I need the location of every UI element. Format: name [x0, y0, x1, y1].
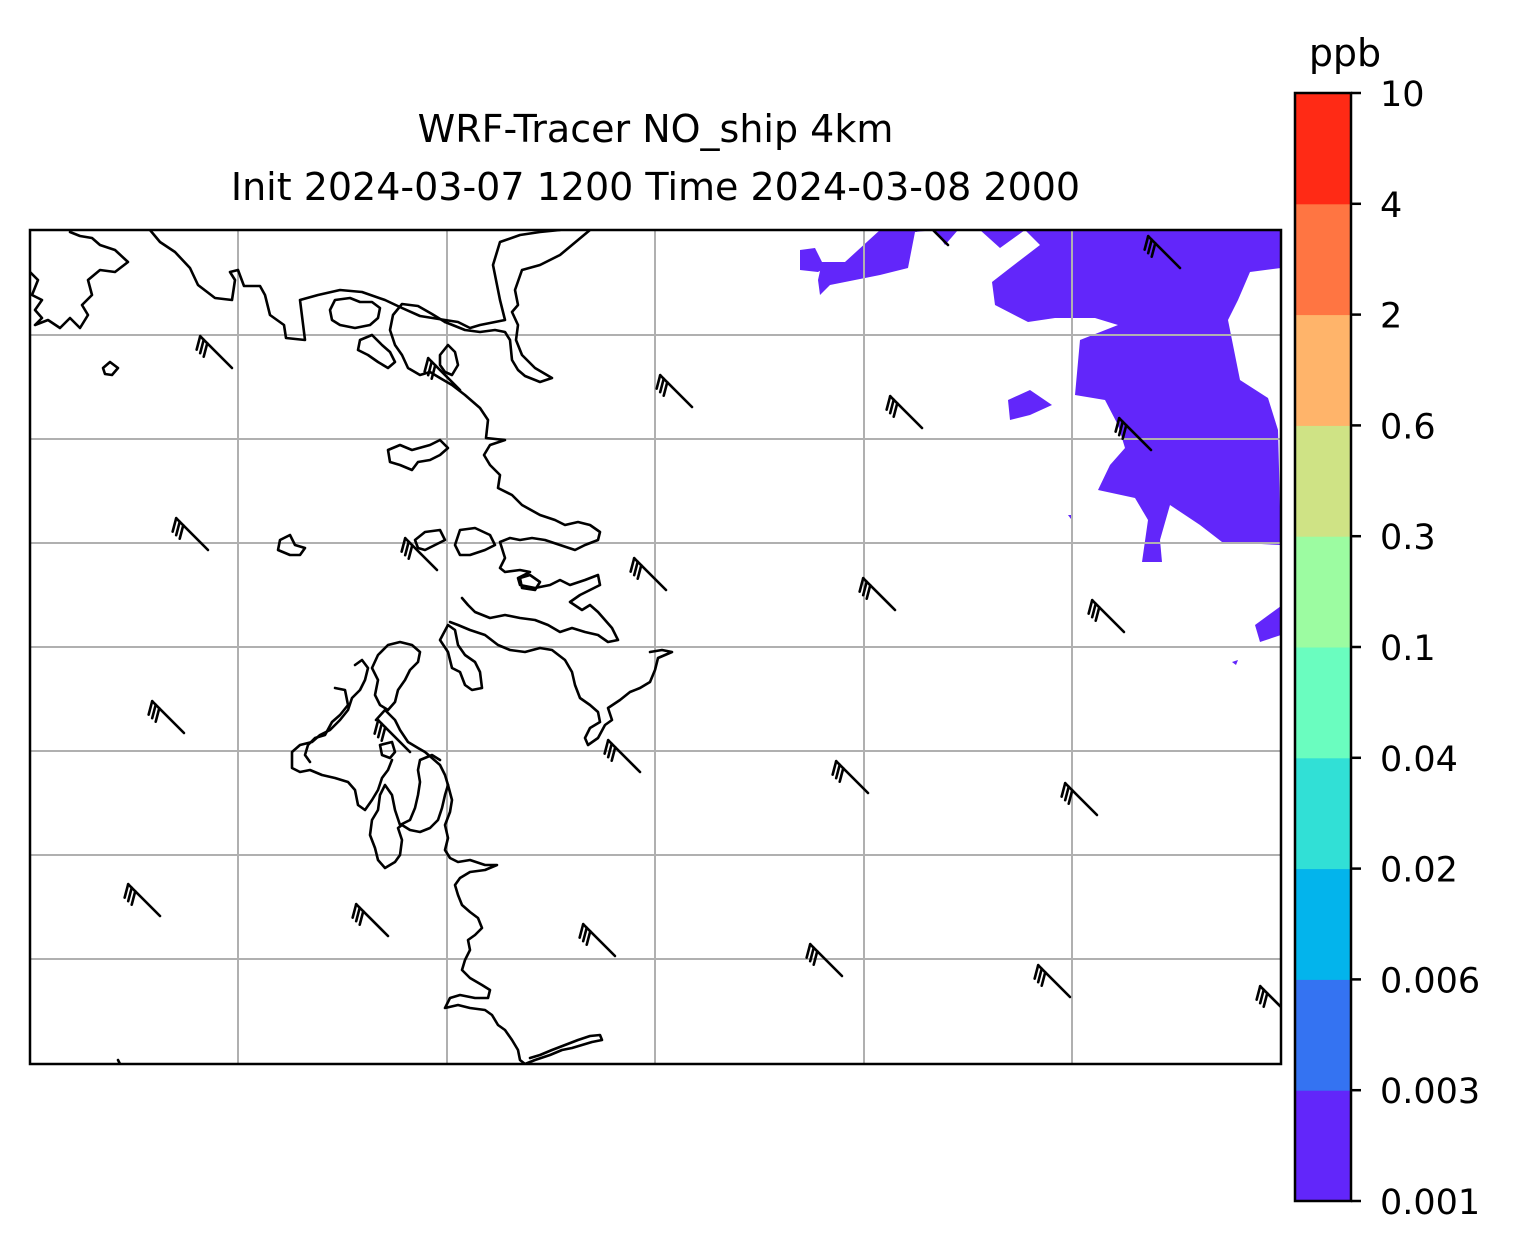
wind-barb: [1087, 598, 1126, 634]
colorbar-band: [1295, 536, 1351, 648]
map-gridlines: [30, 230, 1281, 1064]
wind-barb: [885, 394, 924, 430]
wind-barb: [629, 556, 668, 592]
coastlines: [30, 230, 674, 1064]
colorbar-ticks: 0.001 0.003 0.006 0.02 0.04 0.1 0.3 0.6 2 4 10: [1351, 75, 1480, 1223]
wind-barb: [423, 356, 462, 392]
colorbar-tick-label: 2: [1380, 297, 1402, 337]
wind-barb: [578, 922, 617, 958]
colorbar-tick-label: 0.001: [1380, 1183, 1480, 1223]
colorbar-band: [1295, 314, 1351, 426]
colorbar-band: [1295, 203, 1351, 316]
colorbar-unit-label: ppb: [1309, 31, 1381, 75]
map-title-line-1: WRF-Tracer NO_ship 4km: [417, 107, 894, 151]
wind-barb: [603, 738, 642, 774]
wind-barb: [1114, 416, 1153, 452]
wind-barb: [123, 882, 162, 918]
wind-barb: [351, 902, 390, 938]
colorbar-band: [1295, 93, 1351, 205]
wind-barb: [831, 759, 870, 795]
wind-barb: [195, 334, 234, 370]
colorbar-tick-label: 0.6: [1380, 407, 1436, 447]
wind-barb: [914, 230, 950, 247]
wind-barb: [655, 373, 694, 409]
wind-barb: [400, 536, 439, 572]
wind-barbs: [123, 230, 1281, 1020]
colorbar-tick-label: 0.003: [1380, 1072, 1480, 1112]
colorbar-band: [1295, 868, 1351, 980]
colorbar-tick-label: 0.1: [1380, 629, 1436, 669]
colorbar-band: [1295, 757, 1351, 870]
wind-barb: [858, 576, 897, 612]
map-title-line-2: Init 2024-03-07 1200 Time 2024-03-08 200…: [230, 165, 1081, 209]
colorbar-tick-label: 0.02: [1380, 851, 1458, 891]
tracer-concentration-fill: [800, 230, 1281, 665]
colorbar-tick-label: 0.04: [1380, 740, 1458, 780]
colorbar-band: [1295, 647, 1351, 759]
colorbar: 0.001 0.003 0.006 0.02 0.04 0.1 0.3 0.6 2 4 10 ppb: [1293, 31, 1480, 1223]
colorbar-band: [1295, 979, 1351, 1091]
wind-barb: [1060, 781, 1099, 817]
wind-barb: [373, 718, 412, 754]
colorbar-band: [1295, 425, 1351, 537]
colorbar-tick-label: 0.006: [1380, 961, 1480, 1001]
colorbar-tick-label: 10: [1380, 75, 1425, 115]
colorbar-bands: [1295, 93, 1351, 1202]
wind-barb: [171, 516, 210, 552]
wind-barb: [1033, 963, 1072, 999]
wind-barb: [1143, 234, 1182, 270]
map-frame: [28, 228, 1283, 1066]
wind-barb: [147, 699, 186, 735]
wind-barb: [1255, 984, 1281, 1020]
map-panel: [30, 230, 1281, 1064]
colorbar-tick-label: 0.3: [1380, 518, 1436, 558]
colorbar-tick-label: 4: [1380, 186, 1402, 226]
colorbar-band: [1295, 1090, 1351, 1202]
wind-barb: [805, 942, 844, 978]
